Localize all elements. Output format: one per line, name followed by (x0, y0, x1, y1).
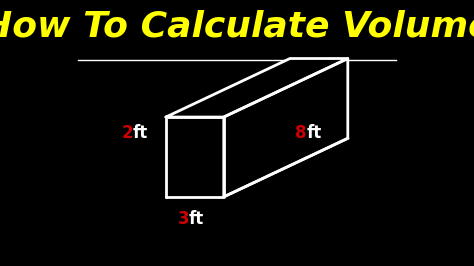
Polygon shape (166, 117, 224, 197)
Text: How To Calculate Volume: How To Calculate Volume (0, 10, 474, 44)
Text: 2: 2 (121, 124, 133, 142)
Text: ft: ft (133, 124, 148, 142)
Polygon shape (224, 59, 348, 197)
Text: 3: 3 (177, 210, 189, 228)
Text: ft: ft (189, 210, 204, 228)
Polygon shape (166, 59, 348, 117)
Text: 8: 8 (295, 124, 307, 142)
Text: ft: ft (307, 124, 322, 142)
